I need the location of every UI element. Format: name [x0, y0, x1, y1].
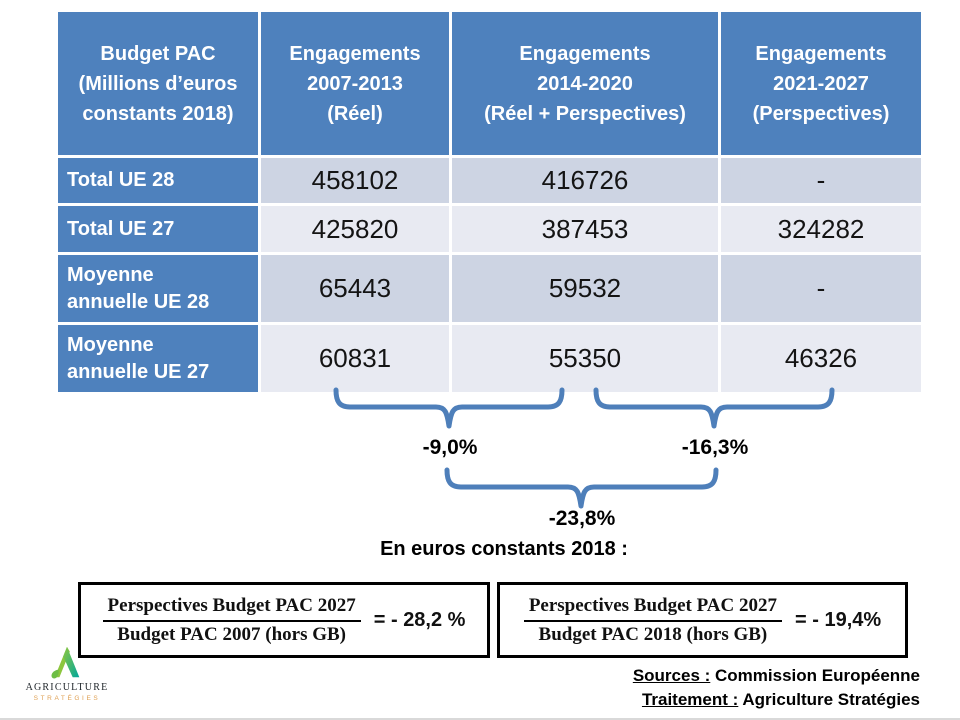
sources-block: Sources : Commission Européenne Traiteme… — [633, 664, 920, 712]
sources-label: Sources : — [632, 666, 711, 685]
treatment-label: Traitement : — [641, 690, 739, 709]
logo-word-agriculture: AGRICULTURE — [25, 682, 109, 693]
fraction-2018-result: = - 19,4% — [795, 608, 882, 631]
cell-total-ue27-2021: 324282 — [721, 206, 921, 252]
treatment-value: Agriculture Stratégies — [738, 690, 920, 709]
fraction-2007-result: = - 28,2 % — [373, 608, 466, 631]
brace-2007-to-2021 — [444, 467, 719, 509]
sources-value: Commission Européenne — [710, 666, 920, 685]
row-label-total-ue27: Total UE 27 — [58, 206, 258, 252]
row-label-moyenne-ue28: Moyenne annuelle UE 28 — [58, 255, 258, 322]
cell-moyenne-ue28-2007: 65443 — [261, 255, 449, 322]
cell-total-ue27-2007: 425820 — [261, 206, 449, 252]
agriculture-strategies-logo: AGRICULTURE STRATÉGIES — [14, 645, 120, 702]
fraction-2007: Perspectives Budget PAC 2027 Budget PAC … — [102, 595, 361, 646]
budget-pac-table: Budget PAC (Millions d’euros constants 2… — [58, 12, 921, 392]
table-header-2014-2020: Engagements 2014-2020 (Réel + Perspectiv… — [452, 12, 718, 155]
row-label-moyenne-ue27: Moyenne annuelle UE 27 — [58, 325, 258, 392]
formula-box-2018: Perspectives Budget PAC 2027 Budget PAC … — [497, 582, 908, 658]
table-header-2007-2013: Engagements 2007-2013 (Réel) — [261, 12, 449, 155]
fraction-2007-numerator: Perspectives Budget PAC 2027 — [102, 595, 361, 622]
formula-box-2007: Perspectives Budget PAC 2027 Budget PAC … — [78, 582, 490, 658]
cell-moyenne-ue28-2014: 59532 — [452, 255, 718, 322]
table-header-2021-2027: Engagements 2021-2027 (Perspectives) — [721, 12, 921, 155]
slide-bottom-border — [0, 718, 960, 720]
fraction-2007-denominator: Budget PAC 2007 (hors GB) — [117, 623, 346, 645]
logo-word-strategies: STRATÉGIES — [33, 695, 101, 702]
logo-a-mark-icon — [51, 646, 80, 679]
fraction-2018-numerator: Perspectives Budget PAC 2027 — [523, 595, 782, 622]
treatment-line: Traitement : Agriculture Stratégies — [633, 688, 920, 712]
table-header-budget-pac: Budget PAC (Millions d’euros constants 2… — [58, 12, 258, 155]
cell-total-ue27-2014: 387453 — [452, 206, 718, 252]
cell-moyenne-ue27-2021: 46326 — [721, 325, 921, 392]
cell-moyenne-ue27-2014: 55350 — [452, 325, 718, 392]
delta-2007-2021-label: -23,8% — [548, 507, 616, 530]
delta-2007-2014-label: -9,0% — [422, 436, 478, 459]
cell-total-ue28-2014: 416726 — [452, 158, 718, 203]
brace-2007-to-2014 — [333, 387, 565, 429]
row-label-total-ue28: Total UE 28 — [58, 158, 258, 203]
fraction-2018: Perspectives Budget PAC 2027 Budget PAC … — [523, 595, 782, 646]
cell-moyenne-ue28-2021: - — [721, 255, 921, 322]
fraction-2018-denominator: Budget PAC 2018 (hors GB) — [538, 623, 768, 645]
cell-total-ue28-2021: - — [721, 158, 921, 203]
sources-line: Sources : Commission Européenne — [633, 664, 920, 688]
delta-2014-2021-label: -16,3% — [681, 436, 749, 459]
cell-moyenne-ue27-2007: 60831 — [261, 325, 449, 392]
cell-total-ue28-2007: 458102 — [261, 158, 449, 203]
brace-2014-to-2021 — [593, 387, 835, 429]
constant-euros-note: En euros constants 2018 : — [380, 538, 628, 560]
